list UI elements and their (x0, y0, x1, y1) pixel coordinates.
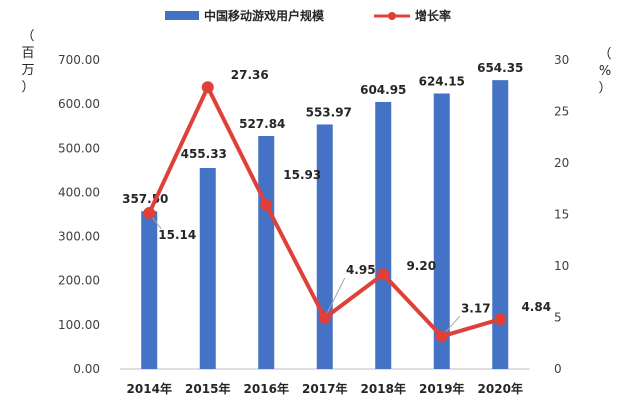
right-tick-label: 0 (554, 362, 562, 376)
bar-value-label: 455.33 (181, 147, 227, 161)
right-axis-title-char: ） (598, 81, 611, 96)
line-value-label: 3.17 (461, 301, 491, 315)
right-axis-title-char: % (599, 64, 611, 79)
bar (199, 168, 216, 369)
legend-line-marker (388, 12, 396, 20)
growth-line-series (143, 81, 507, 343)
right-tick-label: 30 (554, 53, 569, 67)
left-axis-title-char: 万 (21, 63, 34, 78)
x-tick-label: 2016年 (244, 381, 289, 396)
bar-value-label: 654.35 (477, 61, 523, 75)
line-value-label: 4.84 (521, 300, 551, 314)
right-tick-label: 5 (554, 311, 562, 325)
x-tick-label: 2014年 (127, 381, 172, 396)
right-tick-label: 20 (554, 156, 569, 170)
line-point (318, 312, 331, 325)
bar-series (141, 80, 509, 369)
bar-value-label: 553.97 (306, 105, 352, 119)
legend-bar-swatch (165, 11, 199, 20)
right-tick-label: 25 (554, 105, 569, 119)
legend-bar-label: 中国移动游戏用户规模 (204, 8, 325, 23)
line-point (143, 207, 156, 220)
line-value-label: 15.93 (283, 168, 321, 182)
line-point (494, 313, 507, 326)
x-axis-ticks: 2014年 2015年 2016年 2017年 2018年 2019年 2020年 (127, 381, 523, 396)
bar-value-label: 357.50 (122, 192, 168, 206)
left-tick-label: 100.00 (58, 318, 100, 332)
line-data-labels: 15.14 27.36 15.93 4.95 9.20 3.17 4.84 (158, 68, 551, 315)
bar (375, 101, 392, 369)
left-axis-title-char: （ (21, 29, 34, 44)
left-tick-label: 500.00 (58, 141, 100, 155)
left-tick-label: 200.00 (58, 274, 100, 288)
x-tick-label: 2017年 (302, 381, 347, 396)
left-axis-ticks: 0.00 100.00 200.00 300.00 400.00 500.00 600.00… (58, 53, 100, 376)
left-tick-label: 400.00 (58, 185, 100, 199)
bar (316, 124, 333, 369)
leader-line (324, 277, 346, 319)
bar (258, 135, 275, 369)
bar (492, 80, 509, 369)
line-point (260, 198, 273, 211)
bar-value-label: 604.95 (360, 83, 406, 97)
bar (433, 93, 450, 369)
legend-line-label: 增长率 (415, 8, 451, 23)
right-tick-label: 15 (554, 208, 569, 222)
bar-value-label: 527.84 (239, 117, 285, 131)
line-value-label: 9.20 (406, 259, 436, 273)
right-axis-title-char: （ (598, 47, 611, 62)
legend: 中国移动游戏用户规模 增长率 (165, 8, 451, 23)
right-axis-ticks: 0 5 10 15 20 25 30 (554, 53, 569, 376)
line-point (435, 330, 448, 343)
bar (141, 211, 158, 369)
line-value-label: 15.14 (158, 228, 196, 242)
line-point (377, 268, 390, 281)
left-axis-title: （ 百万 ） (21, 29, 34, 95)
left-tick-label: 300.00 (58, 230, 100, 244)
line-value-label: 27.36 (231, 68, 269, 82)
left-tick-label: 600.00 (58, 97, 100, 111)
x-tick-label: 2015年 (185, 381, 230, 396)
left-tick-label: 700.00 (58, 53, 100, 67)
left-axis-title-char: 百 (21, 46, 34, 61)
x-tick-label: 2020年 (478, 381, 523, 396)
x-tick-label: 2018年 (361, 381, 406, 396)
left-tick-label: 0.00 (73, 362, 100, 376)
right-tick-label: 10 (554, 259, 569, 273)
x-tick-label: 2019年 (419, 381, 464, 396)
left-axis-title-char: ） (21, 80, 34, 95)
right-axis-title: （% ） (598, 47, 611, 96)
line-point (201, 81, 214, 94)
bar-value-label: 624.15 (419, 74, 465, 88)
line-value-label: 4.95 (346, 263, 376, 277)
